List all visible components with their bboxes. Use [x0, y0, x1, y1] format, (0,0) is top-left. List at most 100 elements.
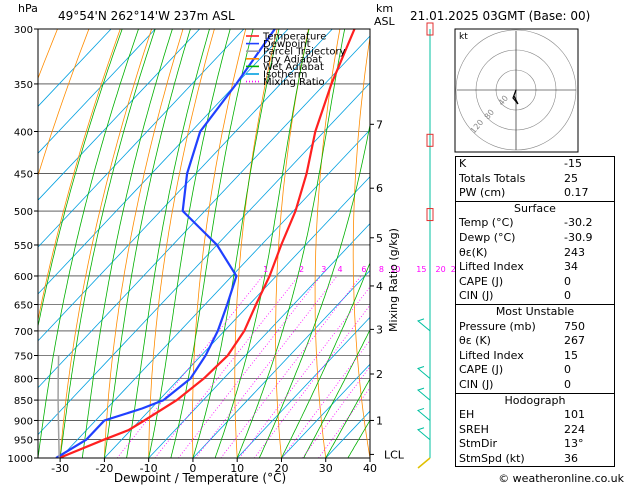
parcel-series-line: [58, 356, 59, 459]
surface-row-label: Lifted Index: [459, 260, 524, 275]
hodograph-table-row-label: EH: [459, 408, 474, 423]
mixing-ratio-label: 20: [436, 265, 446, 274]
km-unit-label: km: [376, 2, 393, 15]
legend-label-mixing_ratio: Mixing Ratio: [263, 77, 325, 88]
most-unstable-row-label: Lifted Index: [459, 349, 524, 364]
indices-row-value: 0.17: [564, 186, 610, 201]
hodograph-table-row-label: StmSpd (kt): [459, 452, 525, 467]
wind-barb-icon: [418, 428, 430, 440]
surface-row-label: CIN (J): [459, 289, 493, 304]
surface-row: Dewp (°C) -30.9: [456, 231, 614, 246]
temperature-tick-label: 30: [319, 462, 333, 475]
wind-barb-icon: [418, 408, 430, 420]
hodograph-table-title: Hodograph: [456, 394, 614, 409]
most-unstable-row-value: 0: [564, 378, 610, 393]
height-tick-label: 6: [376, 182, 383, 195]
surface-row-value: -30.2: [564, 216, 610, 231]
most-unstable-row-label: Pressure (mb): [459, 320, 536, 335]
indices-row-label: PW (cm): [459, 186, 505, 201]
surface-row-label: Dewp (°C): [459, 231, 515, 246]
temperature-tick-label: -20: [95, 462, 113, 475]
dry-adiabat-line: [60, 29, 152, 458]
hodograph-table-row-value: 224: [564, 423, 610, 438]
indices-row-value: 25: [564, 172, 610, 187]
datetime-label: 21.01.2025 03GMT (Base: 00): [410, 9, 590, 23]
surface-row-value: -30.9: [564, 231, 610, 246]
pressure-tick-label: 650: [14, 301, 33, 312]
mixing-ratio-label: 8: [379, 265, 384, 274]
pressure-tick-label: 850: [14, 396, 33, 407]
indices-row: PW (cm) 0.17: [456, 186, 614, 201]
copyright-label: © weatheronline.co.uk: [498, 472, 624, 485]
wind-barb-icon: [418, 458, 430, 468]
surface-row-label: CAPE (J): [459, 275, 503, 290]
indices-row-label: K: [459, 157, 466, 172]
indices-row: K -15: [456, 157, 614, 172]
pressure-tick-label: 400: [14, 128, 33, 139]
most-unstable-row-label: CIN (J): [459, 378, 493, 393]
dry-adiabat-line: [426, 29, 458, 458]
hodograph-table-row-value: 13°: [564, 437, 610, 452]
dry-adiabat-line: [622, 29, 629, 458]
surface-section: Surface Temp (°C) -30.2 Dewp (°C) -30.9 θε(K…: [455, 201, 615, 305]
wind-barb-icon: [418, 388, 430, 400]
hodograph-table-row: StmSpd (kt) 36: [456, 452, 614, 467]
height-tick-label: 1: [376, 414, 383, 427]
pressure-tick-label: 350: [14, 80, 33, 91]
mixing-ratio-axis-title: Mixing Ratio (g/kg): [387, 228, 400, 332]
surface-row-label: Temp (°C): [459, 216, 514, 231]
mixing-ratio-label: 6: [361, 265, 366, 274]
wet-adiabat-line: [38, 29, 139, 458]
pressure-tick-label: 550: [14, 241, 33, 252]
height-tick-label: 7: [376, 118, 383, 131]
mixing-ratio-label: 15: [416, 265, 426, 274]
temperature-tick-label: -30: [51, 462, 69, 475]
most-unstable-row-label: θε (K): [459, 334, 491, 349]
mixing-ratio-label: 3: [321, 265, 326, 274]
hodograph-unit-label: kt: [459, 32, 468, 42]
most-unstable-row-value: 0: [564, 363, 610, 378]
most-unstable-row: CIN (J) 0: [456, 378, 614, 393]
isotherm-line: [16, 29, 421, 458]
pressure-tick-label: 700: [14, 327, 33, 338]
mixing-ratio-label: 2: [299, 265, 304, 274]
surface-title: Surface: [456, 202, 614, 217]
indices-row-value: -15: [564, 157, 610, 172]
surface-row-value: 243: [564, 246, 610, 261]
isotherm-line: [0, 29, 244, 458]
hodograph-table-row: StmDir 13°: [456, 437, 614, 452]
hodograph-table-row-label: SREH: [459, 423, 489, 438]
wet-adiabat-line: [60, 29, 155, 458]
surface-row-value: 34: [564, 260, 610, 275]
mixing-ratio-label: 4: [338, 265, 343, 274]
x-axis-title: Dewpoint / Temperature (°C): [114, 471, 286, 485]
most-unstable-row-value: 750: [564, 320, 610, 335]
pressure-tick-label: 900: [14, 416, 33, 427]
most-unstable-row: Pressure (mb) 750: [456, 320, 614, 335]
hodograph-table-row-label: StmDir: [459, 437, 497, 452]
pressure-tick-label: 300: [14, 25, 33, 36]
height-tick-label: 4: [376, 280, 383, 293]
surface-row-label: θε(K): [459, 246, 487, 261]
isotherm-line: [60, 29, 465, 458]
surface-row: CAPE (J)0: [456, 275, 614, 290]
surface-row-value: 0: [564, 289, 610, 304]
hodograph-table-row-value: 101: [564, 408, 610, 423]
pressure-tick-label: 500: [14, 207, 33, 218]
pressure-tick-label: 950: [14, 436, 33, 447]
hodograph-table-row-value: 36: [564, 452, 610, 467]
pressure-tick-label: 450: [14, 169, 33, 180]
most-unstable-row: θε (K)267: [456, 334, 614, 349]
hodograph-table-row: EH 101: [456, 408, 614, 423]
dry-adiabat-line: [353, 29, 371, 458]
dry-adiabat-line: [276, 29, 309, 458]
temperature-tick-label: 40: [363, 462, 377, 475]
mixing-ratio-line: [240, 276, 379, 458]
most-unstable-row-label: CAPE (J): [459, 363, 503, 378]
